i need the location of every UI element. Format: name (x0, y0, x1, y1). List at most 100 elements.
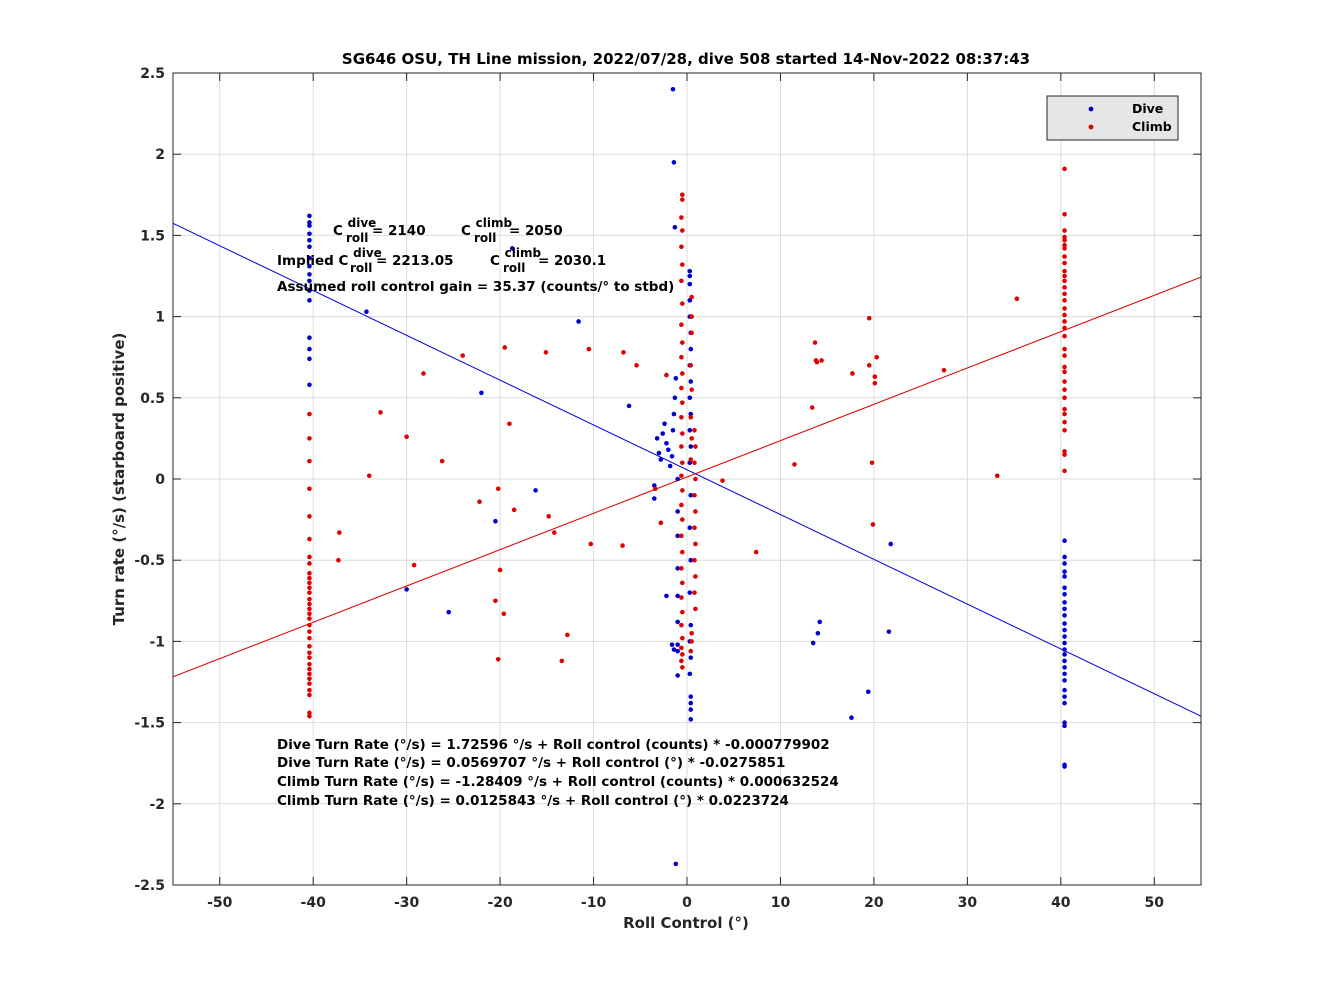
climb-point (652, 486, 658, 492)
climb-point (495, 486, 501, 492)
climb-point (693, 574, 698, 579)
climb-point (809, 405, 815, 410)
climb-point (720, 478, 725, 483)
dive-point (658, 457, 664, 462)
climb-point (307, 671, 312, 677)
climb-point (679, 622, 684, 628)
climb-point (680, 460, 685, 466)
x-tick-label: 50 (1145, 895, 1165, 911)
climb-point (307, 687, 312, 693)
dive-point (688, 700, 694, 706)
climb-point (872, 380, 878, 386)
climb-point (1062, 278, 1067, 284)
climb-point (680, 580, 685, 586)
dive-point (307, 288, 312, 293)
climb-point (1062, 234, 1067, 240)
dive-point (817, 619, 823, 625)
dive-point (1062, 621, 1067, 626)
dive-point (671, 647, 677, 652)
dive-point (1062, 600, 1067, 605)
x-tick-label: 20 (864, 895, 884, 911)
climb-point (688, 414, 694, 420)
dive-point (675, 673, 680, 678)
climb-point (460, 353, 466, 358)
climb-point (307, 666, 312, 672)
climb-point (692, 460, 697, 466)
dive-point (688, 694, 694, 699)
climb-point (679, 244, 684, 250)
dive-point (662, 421, 667, 427)
implied-dive-value: = 2213.05 (376, 253, 454, 269)
dive-point (479, 390, 484, 396)
climb-point (680, 431, 685, 436)
climb-point (680, 228, 685, 233)
dive-point (675, 509, 680, 514)
climb-point (693, 509, 698, 514)
dive-fit-line (173, 222, 1201, 717)
climb-point (307, 561, 312, 566)
climb-point (1062, 260, 1067, 266)
dive-point (307, 255, 312, 261)
climb-point (866, 315, 872, 321)
climb-point (620, 543, 625, 548)
dive-point (669, 642, 675, 647)
dive-point (626, 403, 632, 409)
climb-point (941, 367, 947, 373)
climb-point (994, 473, 1000, 479)
climb-point (689, 330, 694, 336)
dive-point (1062, 634, 1067, 639)
dive-point (1062, 647, 1067, 652)
climb-point (511, 507, 517, 513)
climb-point (546, 514, 551, 519)
climb-point (680, 635, 685, 641)
climb-point (872, 374, 878, 379)
dive-point (675, 566, 680, 571)
climb-point (307, 590, 312, 595)
climb-point (680, 262, 685, 267)
climb-point (307, 655, 312, 660)
y-tick-label: -0.5 (134, 553, 165, 569)
climb-point (307, 575, 312, 581)
dive-point (675, 533, 680, 539)
climb-point (680, 517, 685, 522)
climb-point (1062, 411, 1067, 417)
climb-point (689, 436, 694, 441)
climb-point (1062, 406, 1067, 412)
chart-title: SG646 OSU, TH Line mission, 2022/07/28, … (342, 50, 1030, 68)
dive-point (307, 220, 312, 225)
climb-point (495, 656, 501, 662)
implied-dive-sub: roll (350, 261, 372, 275)
climb-point (307, 554, 312, 560)
climb-point (1062, 242, 1067, 248)
climb-point (634, 363, 639, 368)
dive-point (307, 223, 312, 228)
dive-point (675, 476, 680, 482)
climb-point (307, 661, 312, 667)
climb-point (307, 616, 312, 621)
dive-point (1062, 640, 1067, 646)
dive-point (1062, 658, 1067, 664)
climb-point (559, 658, 565, 664)
climb-point (680, 192, 685, 198)
climb-point (688, 648, 694, 654)
climb-point (679, 354, 684, 360)
dive-point (307, 298, 312, 303)
dive-point (866, 689, 871, 695)
c-roll-climb-value: = 2050 (509, 223, 563, 239)
implied-label: Implied C (277, 253, 349, 269)
dive-point (888, 541, 894, 547)
climb-point (693, 541, 698, 547)
climb-point (819, 358, 824, 363)
dive-point (1062, 678, 1067, 683)
climb-point (693, 476, 698, 482)
y-tick-label: 1.5 (140, 228, 165, 244)
dive-point (660, 431, 666, 436)
dive-point (307, 263, 312, 269)
climb-point (621, 350, 626, 355)
climb-point (692, 427, 697, 433)
implied-annotation: Implied C dive roll = 2213.05 C climb ro… (277, 245, 606, 276)
climb-point (1062, 166, 1067, 172)
dive-point (651, 496, 657, 501)
dive-point (687, 281, 693, 287)
climb-point (693, 444, 698, 449)
